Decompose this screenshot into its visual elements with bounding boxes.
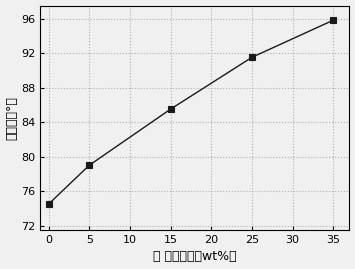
Y-axis label: 接触角（°）: 接触角（°） [6, 96, 18, 140]
X-axis label: 蕮 麳油含量（wt%）: 蕮 麳油含量（wt%） [153, 250, 237, 263]
